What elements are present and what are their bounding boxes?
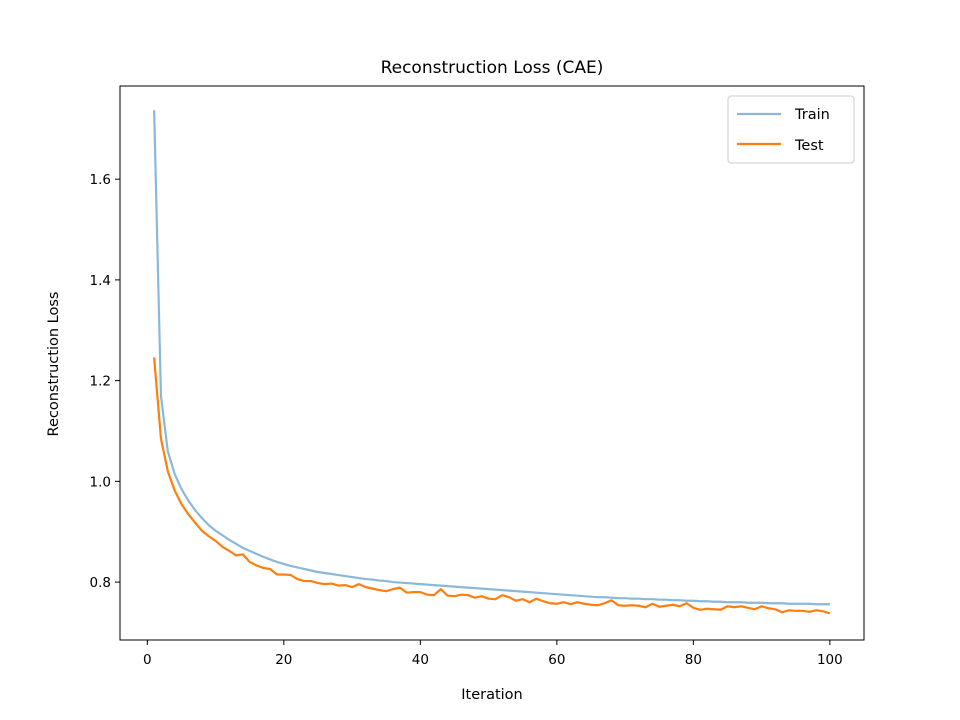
plot-series-area <box>153 110 831 615</box>
y-tick-label: 1.2 <box>90 374 111 390</box>
x-axis-label: Iteration <box>461 687 523 703</box>
y-axis: 0.8 1.0 1.2 1.4 1.6 <box>90 172 120 591</box>
x-axis: 0 20 40 60 80 100 <box>143 640 843 668</box>
x-tick-label: 20 <box>275 652 292 668</box>
x-tick-label: 0 <box>143 652 152 668</box>
series-line-test <box>153 357 831 615</box>
y-tick-label: 0.8 <box>90 575 111 591</box>
y-tick-label: 1.4 <box>90 273 111 289</box>
legend-label-test: Test <box>794 138 824 154</box>
x-tick-label: 80 <box>685 652 702 668</box>
x-tick-label: 40 <box>412 652 429 668</box>
legend-label-train: Train <box>794 107 830 123</box>
series-line-train <box>153 110 830 606</box>
plot-frame <box>119 85 865 641</box>
chart-title: Reconstruction Loss (CAE) <box>381 58 604 78</box>
legend-box <box>727 95 855 164</box>
y-axis-label: Reconstruction Loss <box>46 292 62 437</box>
x-tick-label: 100 <box>817 652 843 668</box>
legend: Train Test <box>727 95 855 164</box>
y-tick-label: 1.0 <box>90 474 111 490</box>
x-tick-label: 60 <box>548 652 565 668</box>
y-tick-label: 1.6 <box>90 172 111 188</box>
